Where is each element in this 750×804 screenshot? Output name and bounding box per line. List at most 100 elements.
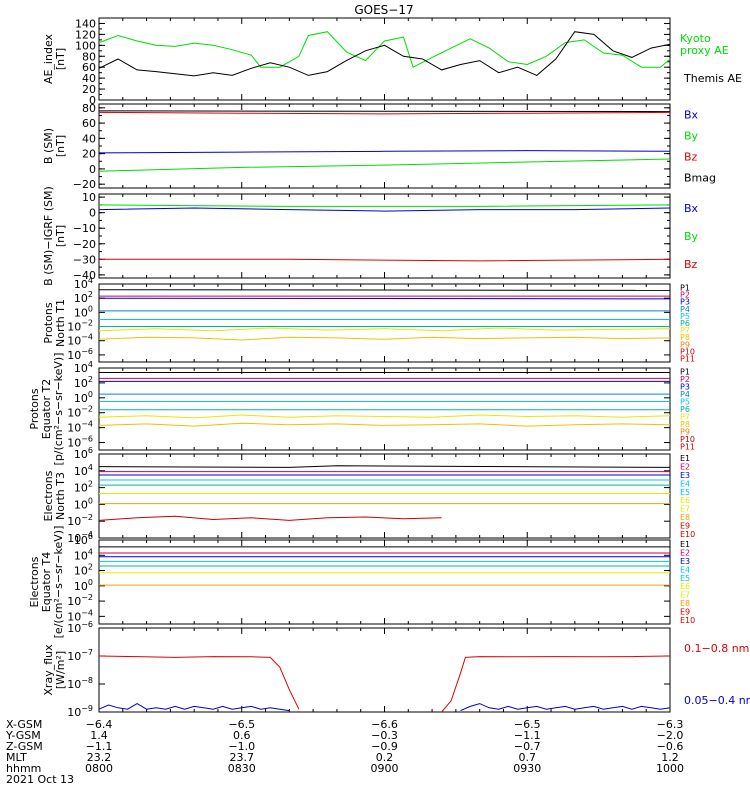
y-axis-label: [W/m²] <box>54 651 67 689</box>
series-p7 <box>98 414 671 419</box>
y-tick-label: 140 <box>75 17 96 30</box>
x-row-value: −1.0 <box>228 740 255 753</box>
legend-label: Bz <box>684 151 698 164</box>
y-axis-label: B (SM) <box>42 128 55 164</box>
panel-frame <box>98 17 671 101</box>
series-0-1-0-8-nm <box>98 655 300 710</box>
y-axis-label: Protons <box>28 388 41 429</box>
y-tick-label: 80 <box>82 50 96 63</box>
x-row-value: −6.5 <box>514 718 541 731</box>
y-axis-label: North T3 <box>54 472 67 520</box>
legend-label: E10 <box>680 530 695 539</box>
y-tick-label: 106 <box>74 446 93 461</box>
x-row-value: 0800 <box>85 762 113 775</box>
x-row-value: −2.0 <box>657 729 684 742</box>
series-p7 <box>98 327 671 332</box>
legend-label: P8 <box>680 420 690 429</box>
x-row-value: 23.2 <box>87 751 112 764</box>
panel-bsm: −20 0 20 40 60 80 B (SM) [nT] Bx By Bz Bmag <box>42 102 716 191</box>
legend-label: 0.1−0.8 nm <box>684 642 749 655</box>
y-axis-label: Protons <box>42 302 55 343</box>
legend-label: By <box>684 230 699 243</box>
x-row-label: X-GSM <box>6 718 42 731</box>
legend-label: E3 <box>680 557 690 566</box>
y-tick-label: 104 <box>74 463 93 478</box>
y-tick-label: −30 <box>73 253 96 266</box>
x-row-value: 1.4 <box>90 729 108 742</box>
y-tick-label: 10−2 <box>67 405 93 420</box>
y-tick-label: 10−2 <box>67 319 93 334</box>
legend-label: Bz <box>684 258 698 271</box>
y-tick-label: 10−2 <box>67 513 93 528</box>
legend-label: E5 <box>680 574 690 583</box>
series-bx <box>98 207 671 212</box>
panel-frame <box>98 103 671 189</box>
x-row-label: MLT <box>6 751 27 764</box>
x-row-value: −1.1 <box>514 729 541 742</box>
legend-label: E3 <box>680 471 690 480</box>
y-axis-label: [nT] <box>54 135 67 157</box>
y-tick-label: 102 <box>74 563 93 578</box>
x-row-value: −6.6 <box>371 718 398 731</box>
y-tick-label: −20 <box>73 178 96 191</box>
legend-label: P9 <box>680 340 690 349</box>
y-tick-label: 106 <box>74 532 93 547</box>
y-tick-label: 104 <box>74 360 93 375</box>
x-row-value: 0830 <box>228 762 256 775</box>
legend-label: P3 <box>680 383 690 392</box>
x-row-value: −6.3 <box>657 718 684 731</box>
legend-label: P5 <box>680 312 690 321</box>
legend-label: E7 <box>680 591 690 600</box>
panel-frame <box>98 627 671 713</box>
legend-label: E7 <box>680 505 690 514</box>
series-bz <box>98 111 671 115</box>
y-axis-label: Xray_flux <box>42 644 55 696</box>
legend-label: P4 <box>680 390 690 399</box>
series-0-1-0-8-nm <box>441 655 671 713</box>
legend-label: E9 <box>680 521 690 530</box>
y-axis-label: Equator T2 <box>40 379 53 439</box>
y-tick-label: 10−9 <box>67 704 93 719</box>
y-axis-label: Equator T4 <box>40 552 53 612</box>
y-tick-label: 10−6 <box>67 620 93 635</box>
legend-label: E8 <box>680 599 690 608</box>
series-p3 <box>98 297 671 300</box>
y-tick-label: 60 <box>82 61 96 74</box>
y-tick-label: 0 <box>89 163 96 176</box>
legend-label: P1 <box>680 368 690 377</box>
legend-label: P7 <box>680 412 690 421</box>
legend-label: E2 <box>680 463 690 472</box>
x-row-value: 1000 <box>656 762 684 775</box>
y-tick-label: 100 <box>74 496 93 511</box>
y-tick-label: 10−4 <box>67 530 93 545</box>
y-tick-label: 104 <box>74 547 93 562</box>
y-tick-label: 10−4 <box>67 333 93 348</box>
legend-label: E1 <box>680 454 690 463</box>
legend-label: P10 <box>680 435 695 444</box>
legend-label: P11 <box>680 442 695 451</box>
y-tick-label: 40 <box>82 132 96 145</box>
legend-label: E2 <box>680 549 690 558</box>
series-bz <box>99 258 671 262</box>
series-p8 <box>98 336 671 341</box>
y-axis-label: [nT] <box>54 225 67 247</box>
legend-label: Bmag <box>684 172 716 185</box>
series-e8 <box>98 515 442 521</box>
y-axis-label: B (SM)−IGRF (SM) <box>42 186 55 286</box>
x-row-label: Z-GSM <box>6 740 43 753</box>
y-tick-label: 80 <box>82 102 96 115</box>
panel-frame <box>98 367 671 451</box>
y-tick-label: 10−4 <box>67 608 93 623</box>
y-tick-label: 60 <box>82 117 96 130</box>
legend-label: E4 <box>680 565 690 574</box>
y-tick-label: 100 <box>75 39 96 52</box>
y-tick-label: 10−2 <box>67 593 93 608</box>
plot-title: GOES−17 <box>354 3 413 17</box>
x-row-value: −0.7 <box>514 740 541 753</box>
legend-label: P10 <box>680 347 695 356</box>
x-row-value: −0.3 <box>371 729 398 742</box>
y-tick-label: 102 <box>74 290 93 305</box>
